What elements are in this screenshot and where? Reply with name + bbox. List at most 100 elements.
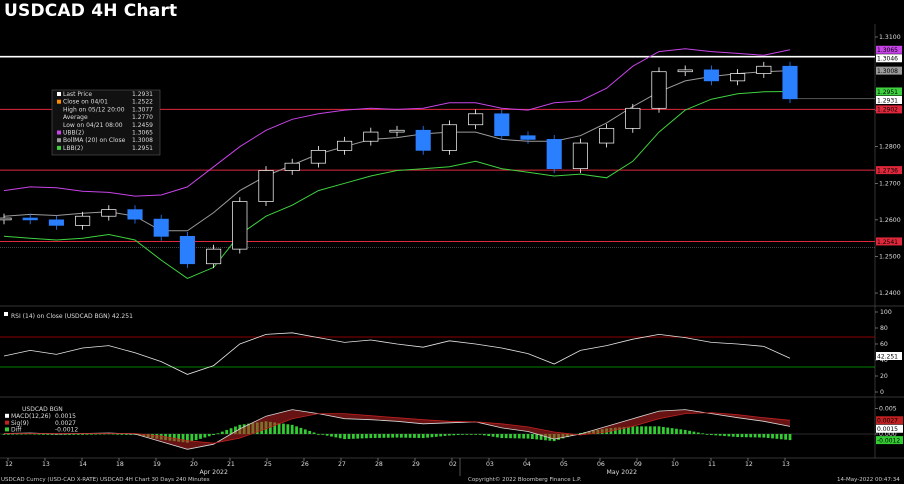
diff-bar bbox=[740, 434, 744, 438]
macd-legend-value: 0.0027 bbox=[55, 420, 76, 427]
legend-value: 1.2931 bbox=[132, 91, 153, 98]
diff-bar bbox=[465, 434, 469, 435]
legend-value: 1.2951 bbox=[132, 145, 153, 152]
legend-rows: Last Price 1.2931 Close on 04/01 1.2522 High… bbox=[57, 91, 153, 152]
month-label: May 2022 bbox=[607, 469, 638, 476]
diff-bar bbox=[753, 434, 757, 438]
diff-bar bbox=[788, 434, 792, 441]
macd-tick-label: 0.005 bbox=[879, 406, 897, 413]
candle-down bbox=[153, 218, 169, 237]
bollinger-bands bbox=[3, 48, 791, 279]
diff-bar bbox=[705, 434, 709, 435]
macd-legend-title: USDCAD BGN bbox=[22, 406, 63, 413]
diff-bar bbox=[181, 434, 185, 443]
date-tick-label: 09 bbox=[634, 461, 642, 468]
candle-down bbox=[22, 217, 38, 221]
legend-swatch bbox=[57, 99, 61, 104]
diff-bar bbox=[579, 432, 582, 434]
price-candles bbox=[0, 61, 798, 269]
candle-up bbox=[441, 124, 457, 151]
diff-bar bbox=[290, 424, 294, 434]
diff-bar bbox=[295, 426, 298, 434]
diff-bar bbox=[120, 434, 124, 435]
candle-down bbox=[48, 219, 64, 226]
diff-bar bbox=[504, 434, 508, 439]
diff-bar bbox=[11, 433, 15, 435]
diff-bar bbox=[749, 434, 753, 438]
price-tick-label: 1.2700 bbox=[879, 180, 901, 187]
diff-bar bbox=[172, 434, 176, 442]
diff-bar bbox=[766, 434, 770, 438]
candle-down bbox=[494, 113, 510, 137]
candle-up bbox=[756, 65, 772, 74]
date-tick-label: 02 bbox=[449, 461, 457, 468]
macd-value-text: -0.0012 bbox=[877, 437, 900, 444]
diff-bar bbox=[723, 434, 726, 437]
diff-bar bbox=[666, 427, 670, 434]
diff-bar bbox=[229, 428, 233, 434]
macd-legend-label: Diff bbox=[11, 427, 22, 434]
candle-up bbox=[284, 162, 300, 171]
diff-bar bbox=[784, 434, 788, 440]
diff-bar bbox=[312, 432, 316, 434]
date-tick-label: 11 bbox=[708, 461, 716, 468]
date-tick-label: 21 bbox=[227, 461, 235, 468]
candle-up bbox=[730, 73, 746, 82]
diff-bar bbox=[76, 434, 80, 435]
diff-bar bbox=[116, 433, 119, 435]
macd-value-text: 0.0015 bbox=[877, 426, 898, 433]
candle-down bbox=[415, 129, 431, 151]
diff-bar bbox=[775, 434, 779, 439]
legend-label: High on 05/12 20:00 bbox=[63, 106, 125, 113]
candle-up bbox=[599, 128, 615, 144]
price-label-text: 1.2541 bbox=[877, 239, 898, 246]
rsi-label: RSI (14) on Close (USDCAD BGN) 42.251 bbox=[11, 313, 133, 320]
legend-swatch bbox=[57, 92, 61, 96]
legend-label: Close on 04/01 bbox=[63, 99, 108, 106]
date-tick-label: 12 bbox=[5, 461, 13, 468]
diff-bar bbox=[710, 434, 713, 436]
diff-bar bbox=[369, 434, 373, 439]
diff-bar bbox=[413, 434, 416, 438]
candle-up bbox=[310, 150, 326, 164]
diff-bar bbox=[491, 434, 495, 437]
diff-bar bbox=[89, 433, 93, 435]
date-tick-label: 13 bbox=[42, 461, 50, 468]
date-tick-label: 10 bbox=[671, 461, 679, 468]
macd-diff-histogram bbox=[2, 421, 792, 443]
diff-bar bbox=[330, 434, 333, 437]
rsi-value-box bbox=[876, 352, 902, 360]
price-label-box bbox=[876, 66, 902, 75]
legend-value: 1.3077 bbox=[132, 106, 153, 113]
diff-bar bbox=[688, 430, 691, 434]
diff-bar bbox=[456, 434, 460, 436]
diff-bar bbox=[675, 428, 678, 434]
footer-right: 14-May-2022 00:47:34 bbox=[837, 477, 900, 483]
diff-bar bbox=[68, 434, 71, 435]
signal-line bbox=[4, 412, 791, 444]
rsi-label-swatch bbox=[4, 312, 8, 316]
date-tick-label: 03 bbox=[486, 461, 494, 468]
diff-bar bbox=[186, 434, 189, 443]
diff-bar bbox=[15, 433, 19, 435]
rsi-axis: 100 80 60 40 20 0 bbox=[875, 309, 892, 396]
diff-bar bbox=[59, 434, 63, 435]
diff-bar bbox=[622, 427, 626, 434]
diff-bar bbox=[482, 434, 486, 436]
rsi-line bbox=[3, 332, 791, 375]
diff-bar bbox=[404, 434, 408, 438]
diff-bar bbox=[478, 434, 482, 435]
diff-bar bbox=[618, 427, 622, 434]
legend-swatch bbox=[57, 130, 61, 135]
candle-down bbox=[782, 65, 798, 100]
diff-bar bbox=[683, 429, 687, 434]
candle-down bbox=[546, 139, 562, 170]
diff-bar bbox=[347, 434, 351, 439]
diff-bar bbox=[487, 434, 491, 437]
legend-label: Average bbox=[63, 114, 88, 121]
macd-legend-label: MACD(12,26) bbox=[11, 413, 51, 420]
diff-bar bbox=[386, 434, 390, 438]
candle-up bbox=[625, 107, 641, 129]
price-label-text: 1.3065 bbox=[877, 47, 898, 54]
